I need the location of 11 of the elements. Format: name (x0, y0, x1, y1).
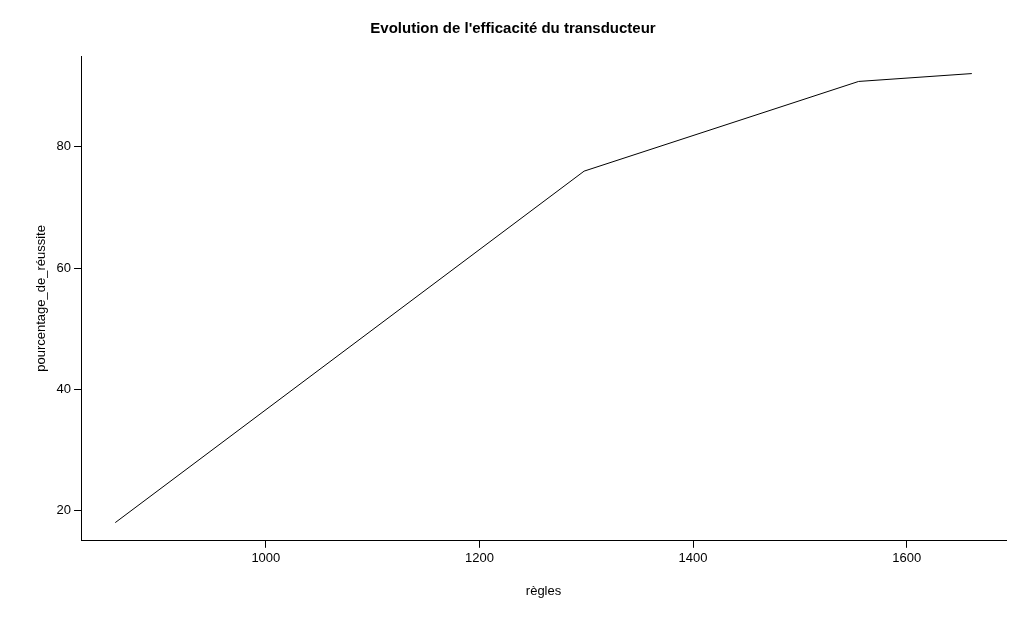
y-tick-label: 80 (56, 138, 72, 154)
chart-title: Evolution de l'efficacité du transducteur (370, 19, 656, 37)
x-tick-label: 1000 (251, 550, 281, 566)
x-tick-label: 1600 (892, 550, 922, 566)
y-tick-label: 60 (56, 259, 72, 275)
y-axis-title: pourcentage_de_réussite (33, 225, 49, 372)
y-tick-label: 40 (56, 380, 72, 396)
x-tick-label: 1400 (678, 550, 708, 566)
x-axis-title: règles (525, 582, 562, 598)
y-tick-label: 20 (56, 502, 72, 518)
x-tick-label: 1200 (464, 550, 494, 566)
